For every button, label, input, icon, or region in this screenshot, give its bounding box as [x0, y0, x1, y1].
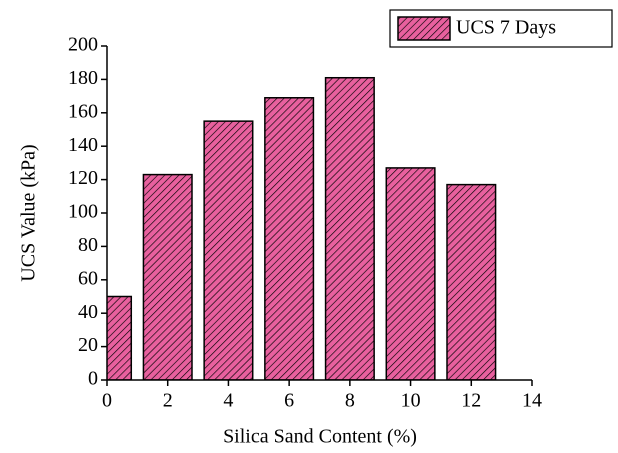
bar: [264, 97, 315, 380]
bar: [324, 76, 375, 380]
y-tick-label: 200: [68, 34, 98, 56]
legend-label: UCS 7 Days: [456, 17, 556, 39]
y-tick-label: 80: [78, 234, 98, 256]
y-tick-label: 100: [68, 201, 98, 223]
y-axis-label: UCS Value (kPa): [18, 144, 40, 281]
y-tick-label: 160: [68, 100, 98, 122]
x-tick-label: 0: [102, 390, 112, 412]
y-tick-label: 180: [68, 67, 98, 89]
x-tick-label: 10: [401, 390, 421, 412]
y-tick-label: 120: [68, 167, 98, 189]
x-tick-label: 4: [223, 390, 233, 412]
x-tick-label: 2: [163, 390, 173, 412]
y-tick-label: 140: [68, 134, 98, 156]
bar: [107, 295, 133, 380]
legend-swatch: [397, 16, 451, 41]
y-tick-label: 20: [78, 334, 98, 356]
x-tick-label: 8: [345, 390, 355, 412]
x-tick-label: 12: [461, 390, 481, 412]
bar: [142, 173, 193, 380]
bar: [446, 183, 497, 380]
y-tick-label: 0: [88, 368, 98, 390]
bar: [385, 167, 436, 380]
x-axis-label: Silica Sand Content (%): [223, 426, 417, 448]
y-tick-label: 60: [78, 267, 98, 289]
bar: [203, 120, 254, 380]
x-tick-label: 6: [284, 390, 294, 412]
y-tick-label: 40: [78, 301, 98, 323]
x-tick-label: 14: [522, 390, 542, 412]
